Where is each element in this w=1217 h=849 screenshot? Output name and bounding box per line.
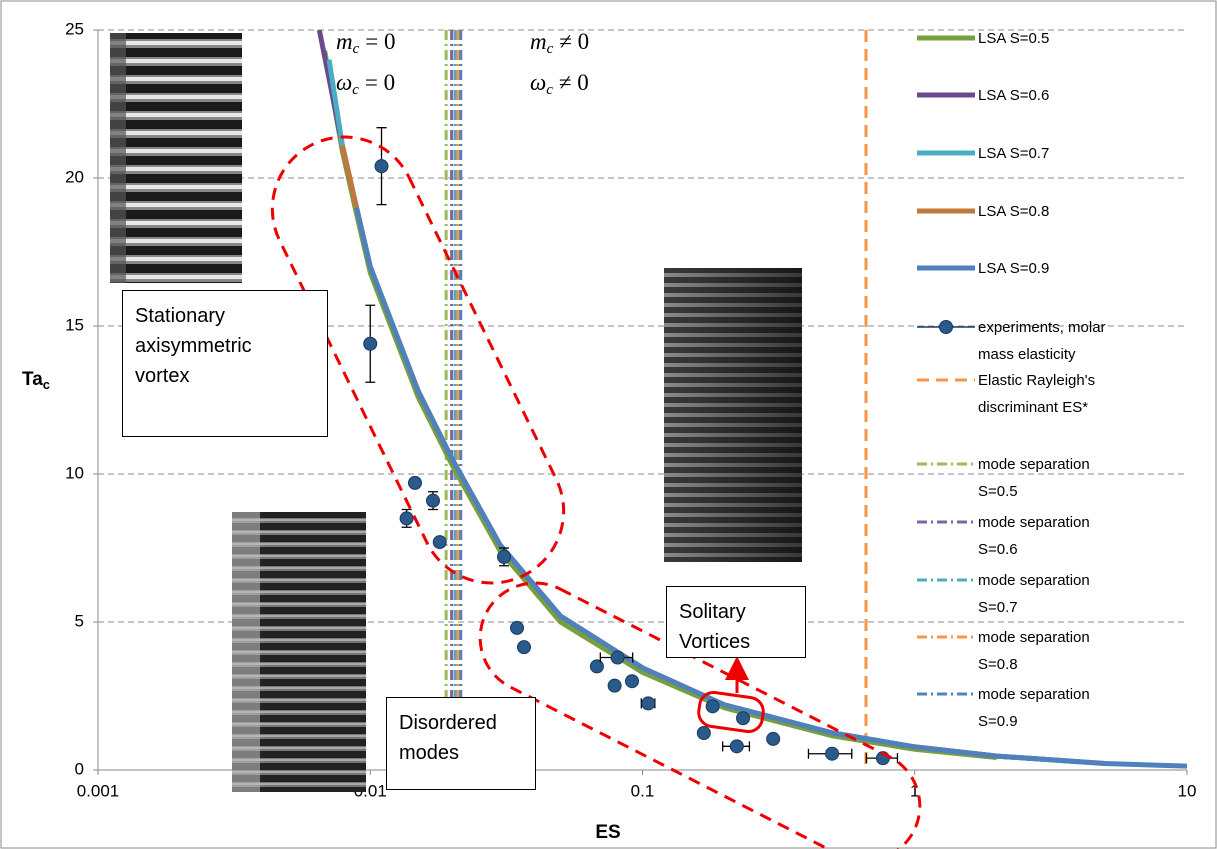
- data-point: [363, 336, 378, 351]
- math-label: ωc ≠ 0: [530, 70, 589, 98]
- data-point: [589, 659, 604, 674]
- data-point: [497, 549, 512, 564]
- y-tick-label: 25: [65, 19, 84, 38]
- data-point: [516, 640, 531, 655]
- legend-label: experiments, molar mass elasticity: [978, 318, 1106, 363]
- y-tick-label: 15: [65, 315, 84, 334]
- data-point: [607, 678, 622, 693]
- y-tick-label: 10: [65, 463, 84, 482]
- legend: [917, 35, 975, 696]
- legend-label: mode separation S=0.5: [978, 455, 1090, 500]
- legend-label: LSA S=0.9: [978, 259, 1050, 277]
- regions: [270, 135, 922, 849]
- math-base: ω: [530, 70, 546, 95]
- data-point: [696, 726, 711, 740]
- math-sub: c: [546, 82, 553, 98]
- legend-label: mode separation S=0.9: [978, 685, 1090, 730]
- photo-edge: [232, 512, 260, 792]
- data-point: [825, 746, 840, 761]
- photo-stationary: [110, 33, 242, 283]
- legend-label: LSA S=0.6: [978, 86, 1050, 104]
- legend-label: LSA S=0.7: [978, 144, 1050, 162]
- data-point: [610, 650, 625, 665]
- region-disordered: [478, 581, 922, 849]
- legend-label: LSA S=0.5: [978, 29, 1050, 47]
- x-tick-label: 1: [910, 781, 919, 800]
- data-point: [705, 699, 720, 714]
- region-stationary: [270, 135, 566, 585]
- lsa-curve: [354, 207, 1187, 769]
- math-rest: = 0: [365, 70, 395, 95]
- math-label: mc = 0: [336, 29, 396, 57]
- math-sub: c: [547, 41, 554, 57]
- x-tick-label: 0.1: [631, 781, 655, 800]
- math-label: ωc = 0: [336, 70, 395, 98]
- legend-label: mode separation S=0.8: [978, 628, 1090, 673]
- photo-shade: [664, 268, 802, 562]
- data-point: [736, 711, 751, 726]
- y-tick-label: 5: [75, 611, 84, 630]
- data-point: [624, 674, 639, 689]
- math-sub: c: [352, 82, 359, 98]
- annotation-box: Disordered modes: [386, 697, 536, 790]
- math-rest: = 0: [365, 29, 395, 54]
- data-point: [510, 620, 525, 635]
- math-sub: c: [353, 41, 360, 57]
- annotation-box: Stationary axisymmetric vortex: [122, 290, 328, 437]
- data-point: [766, 731, 781, 746]
- annotation-box: Solitary Vortices: [666, 586, 806, 658]
- data-point: [399, 511, 414, 526]
- x-tick-label: 10: [1178, 781, 1197, 800]
- y-axis-title: Tac: [22, 369, 50, 392]
- math-base: ω: [336, 70, 352, 95]
- legend-label: LSA S=0.8: [978, 202, 1050, 220]
- data-point: [374, 159, 389, 174]
- legend-label: Elastic Rayleigh's discriminant ES*: [978, 371, 1096, 416]
- x-axis-title: ES: [595, 822, 620, 843]
- math-label: mc ≠ 0: [530, 29, 589, 57]
- math-base: m: [530, 29, 547, 54]
- math-rest: ≠ 0: [559, 70, 589, 95]
- data-point: [425, 493, 440, 508]
- math-base: m: [336, 29, 353, 54]
- data-point: [641, 696, 656, 711]
- legend-symbol: [939, 320, 953, 334]
- y-tick-label: 0: [75, 759, 84, 778]
- photo-edge: [110, 33, 126, 283]
- data-point: [407, 475, 422, 490]
- y-axis-title-sub: c: [43, 377, 50, 392]
- legend-label: mode separation S=0.6: [978, 513, 1090, 558]
- x-tick-label: 0.001: [77, 781, 120, 800]
- legend-label: mode separation S=0.7: [978, 571, 1090, 616]
- math-rest: ≠ 0: [559, 29, 589, 54]
- data-point: [729, 739, 744, 754]
- y-tick-label: 20: [65, 167, 84, 186]
- data-point: [432, 535, 447, 550]
- plot-area: [316, 30, 1187, 770]
- y-axis-title-base: Ta: [22, 369, 43, 390]
- region-solitary: [697, 691, 765, 733]
- photos: [110, 33, 802, 792]
